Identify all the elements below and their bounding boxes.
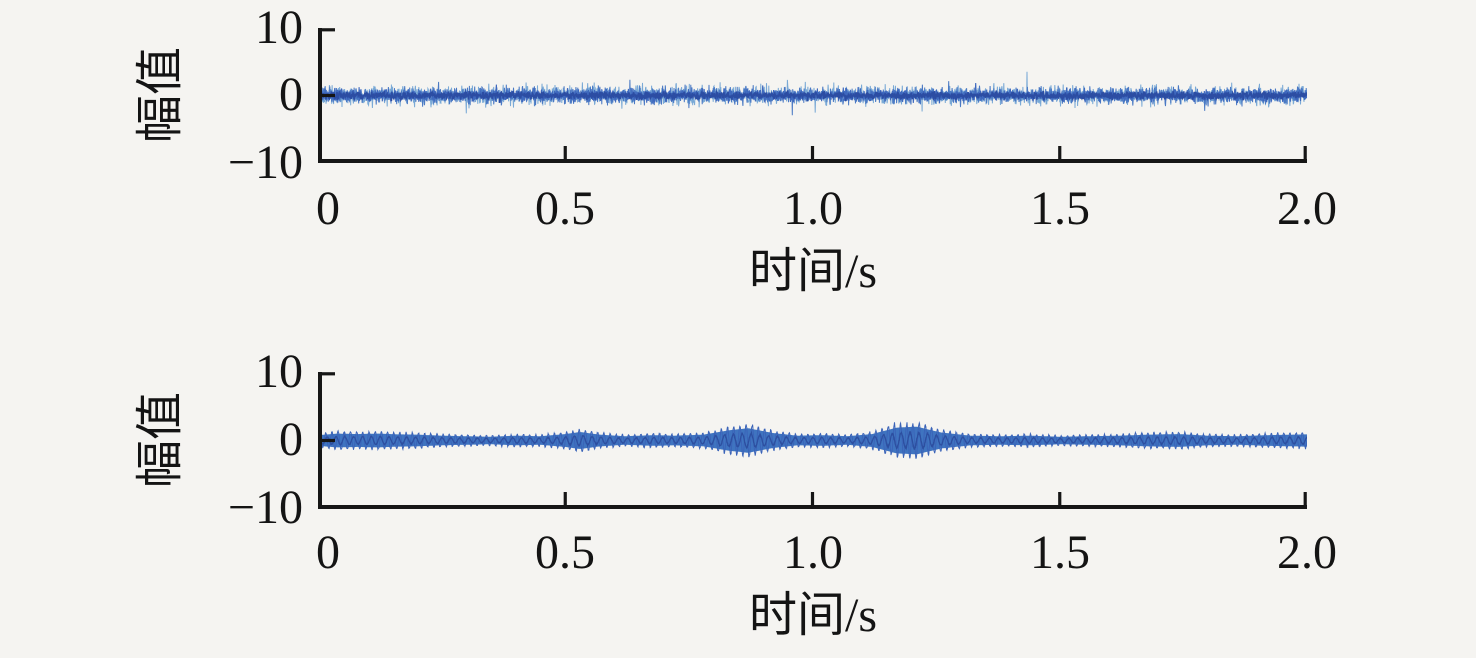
x-tick-0.5-bottom: 0.5	[535, 526, 595, 579]
x-tick-1.0-bottom: 1.0	[783, 526, 843, 579]
y-tick-10-top: 10	[255, 1, 303, 54]
y-tick-0-top: 0	[279, 68, 303, 121]
y-tick-0-bottom: 0	[279, 413, 303, 466]
waveform-plot-noisy	[318, 28, 1307, 163]
x-tick-2.0-bottom: 2.0	[1277, 526, 1337, 579]
y-tick-minus10-bottom: −10	[227, 481, 303, 534]
x-tick-1.5-bottom: 1.5	[1030, 526, 1090, 579]
waveform-plot-denoised	[318, 372, 1307, 509]
x-tick-1.0-top: 1.0	[783, 182, 843, 235]
x-tick-2.0-top: 2.0	[1277, 182, 1337, 235]
y-tick-10-bottom: 10	[255, 345, 303, 398]
x-tick-0.5-top: 0.5	[535, 182, 595, 235]
y-tick-minus10-top: −10	[227, 136, 303, 189]
x-tick-0-top: 0	[316, 182, 340, 235]
time-axis-label-bottom: 时间/s	[748, 589, 878, 642]
x-tick-0-bottom: 0	[316, 526, 340, 579]
x-tick-1.5-top: 1.5	[1030, 182, 1090, 235]
time-axis-label-top: 时间/s	[748, 245, 878, 298]
